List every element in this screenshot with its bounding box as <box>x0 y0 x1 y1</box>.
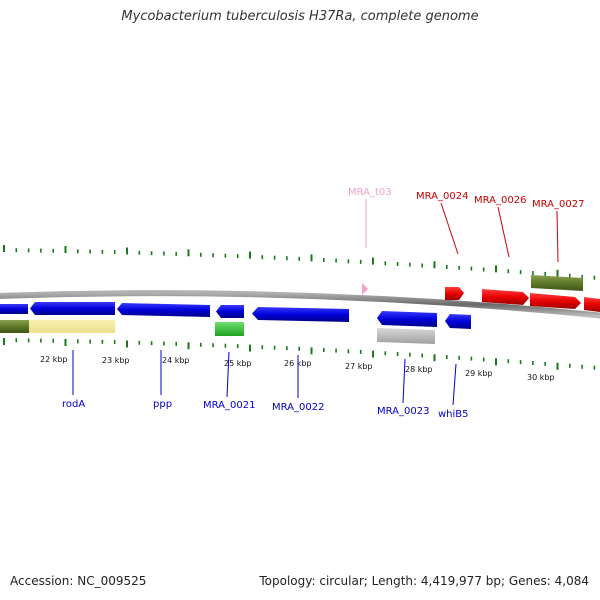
gene-arrow-MRA_0022[interactable] <box>252 307 349 322</box>
gene-label-MRA_0021[interactable]: MRA_0021 <box>203 400 255 411</box>
genome-summary-text: Topology: circular; Length: 4,419,977 bp… <box>259 574 589 588</box>
scale-label: 24 kbp <box>162 356 190 365</box>
cog-block-yellow <box>29 320 115 333</box>
forward-strand-genes <box>445 287 600 312</box>
scale-label: 30 kbp <box>527 373 555 382</box>
gene-label-ppp[interactable]: ppp <box>153 399 172 410</box>
scale-label: 27 kbp <box>345 362 373 371</box>
gc-content-track-lower <box>3 338 596 370</box>
cog-block-olive-left <box>0 320 29 333</box>
cog-blocks <box>0 275 583 344</box>
label-leader <box>440 202 459 255</box>
scale-label: 29 kbp <box>465 369 493 378</box>
scale-label: 23 kbp <box>102 356 130 365</box>
gene-label-MRA_0024[interactable]: MRA_0024 <box>416 191 468 202</box>
gene-arrow-0018[interactable] <box>0 304 28 314</box>
scale-label: 22 kbp <box>40 355 68 364</box>
top-gene-labels: MRA_t03 MRA_0024 MRA_0026 MRA_0027 <box>348 187 584 263</box>
scale-labels: 22 kbp 23 kbp 24 kbp 25 kbp 26 kbp 27 kb… <box>40 355 555 382</box>
gene-arrow-MRA_0026[interactable] <box>482 289 529 305</box>
accession-text: Accession: NC_009525 <box>10 574 147 588</box>
gene-label-MRA_0027[interactable]: MRA_0027 <box>532 199 584 210</box>
gene-arrow-MRA_0028[interactable] <box>584 297 600 312</box>
gene-arrow-rodA[interactable] <box>30 302 115 315</box>
label-leader <box>226 351 230 398</box>
gene-label-MRA_0022[interactable]: MRA_0022 <box>272 402 324 413</box>
cog-block-olive-right <box>531 275 583 291</box>
gene-arrow-whiB5[interactable] <box>445 314 471 329</box>
map-title: Mycobacterium tuberculosis H37Ra, comple… <box>121 9 479 24</box>
trna-marker-MRA_t03[interactable] <box>362 283 368 295</box>
genome-backbone <box>0 290 600 319</box>
bottom-gene-labels: rodA ppp MRA_0021 MRA_0022 MRA_0023 whiB… <box>62 350 469 420</box>
gene-label-MRA_0023[interactable]: MRA_0023 <box>377 406 429 417</box>
label-leader <box>556 210 559 263</box>
gene-arrow-MRA_0027[interactable] <box>530 293 581 309</box>
scale-label: 25 kbp <box>224 359 252 368</box>
gene-label-whiB5[interactable]: whiB5 <box>438 409 469 420</box>
gc-content-track-upper <box>3 245 596 280</box>
gene-arrow-MRA_0023[interactable] <box>377 311 437 327</box>
gene-label-rodA[interactable]: rodA <box>62 399 85 410</box>
cog-block-grey <box>377 328 435 344</box>
reverse-strand-genes <box>0 302 471 329</box>
scale-label: 28 kbp <box>405 365 433 374</box>
gene-arrow-MRA_0024[interactable] <box>445 287 464 300</box>
label-leader <box>452 363 457 406</box>
cog-block-green <box>215 322 244 336</box>
label-leader <box>497 206 510 258</box>
gene-arrow-MRA_0021[interactable] <box>216 305 244 318</box>
label-leader <box>402 358 406 404</box>
gene-label-MRA_0026[interactable]: MRA_0026 <box>474 195 526 206</box>
gene-label-MRA_t03[interactable]: MRA_t03 <box>348 187 392 198</box>
gene-arrow-ppp[interactable] <box>117 303 210 317</box>
